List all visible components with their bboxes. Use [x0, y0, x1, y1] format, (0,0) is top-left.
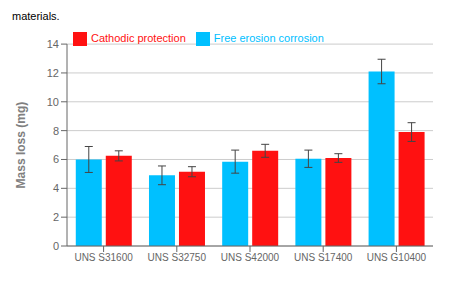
- svg-text:UNS G10400: UNS G10400: [367, 252, 427, 263]
- html-text:Cathodic protection: Cathodic protection: [91, 32, 186, 44]
- svg-text:Mass loss (mg): Mass loss (mg): [14, 102, 28, 189]
- svg-text:0: 0: [53, 240, 59, 252]
- svg-text:4: 4: [53, 182, 59, 194]
- svg-text:10: 10: [47, 96, 59, 108]
- svg-text:2: 2: [53, 211, 59, 223]
- html-text:materials.: materials.: [12, 10, 60, 22]
- svg-text:14: 14: [47, 38, 59, 50]
- svg-text:UNS S17400: UNS S17400: [294, 252, 353, 263]
- svg-text:6: 6: [53, 153, 59, 165]
- svg-text:UNS S32750: UNS S32750: [148, 252, 207, 263]
- svg-text:UNS S42000: UNS S42000: [221, 252, 280, 263]
- html-text:Free erosion corrosion: Free erosion corrosion: [213, 32, 324, 44]
- svg-text:12: 12: [47, 67, 59, 79]
- svg-text:8: 8: [53, 125, 59, 137]
- svg-text:UNS S31600: UNS S31600: [74, 252, 133, 263]
